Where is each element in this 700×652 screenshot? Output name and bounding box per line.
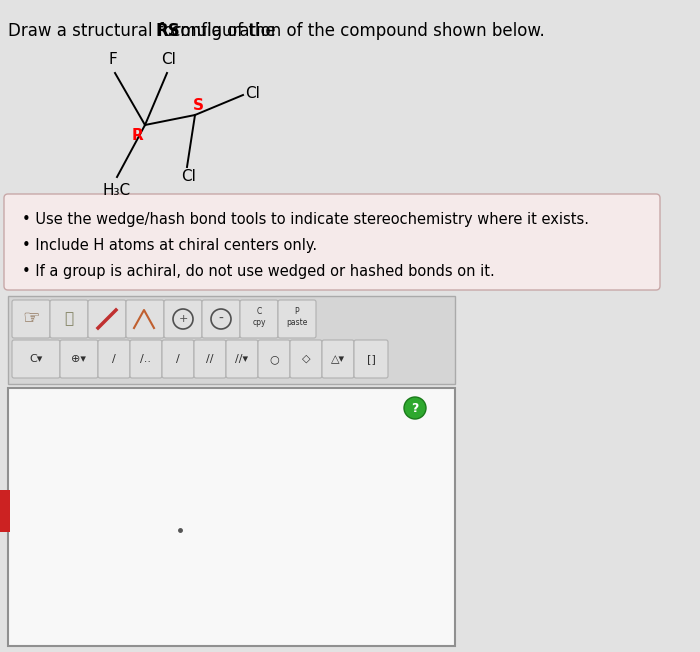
Text: F: F — [108, 52, 117, 67]
Text: R: R — [132, 128, 143, 143]
Text: Cl: Cl — [245, 85, 260, 100]
Text: H₃C: H₃C — [103, 183, 131, 198]
Text: Cl: Cl — [161, 52, 176, 67]
Text: S: S — [193, 98, 204, 113]
Text: C▾: C▾ — [29, 354, 43, 364]
FancyBboxPatch shape — [88, 300, 126, 338]
Text: △▾: △▾ — [331, 354, 345, 364]
Text: []: [] — [367, 354, 375, 364]
Text: ○: ○ — [269, 354, 279, 364]
FancyBboxPatch shape — [130, 340, 162, 378]
FancyBboxPatch shape — [322, 340, 354, 378]
FancyBboxPatch shape — [162, 340, 194, 378]
FancyBboxPatch shape — [240, 300, 278, 338]
Circle shape — [404, 397, 426, 419]
Text: • Use the wedge/hash bond tools to indicate stereochemistry where it exists.: • Use the wedge/hash bond tools to indic… — [22, 212, 589, 227]
FancyBboxPatch shape — [50, 300, 88, 338]
Text: //: // — [206, 354, 214, 364]
FancyBboxPatch shape — [98, 340, 130, 378]
Text: configuration of the compound shown below.: configuration of the compound shown belo… — [166, 22, 545, 40]
FancyBboxPatch shape — [290, 340, 322, 378]
Text: RS: RS — [155, 22, 180, 40]
FancyBboxPatch shape — [258, 340, 290, 378]
FancyBboxPatch shape — [278, 300, 316, 338]
FancyBboxPatch shape — [164, 300, 202, 338]
Text: /: / — [112, 354, 116, 364]
Text: /..: /.. — [141, 354, 151, 364]
FancyBboxPatch shape — [4, 194, 660, 290]
Bar — [8, 388, 455, 646]
Text: • If a group is achiral, do not use wedged or hashed bonds on it.: • If a group is achiral, do not use wedg… — [22, 264, 495, 279]
Text: P
paste: P paste — [286, 307, 308, 327]
Text: C
cpy: C cpy — [252, 307, 266, 327]
FancyBboxPatch shape — [194, 340, 226, 378]
Text: /: / — [176, 354, 180, 364]
Text: +: + — [178, 314, 188, 324]
Text: ?: ? — [412, 402, 419, 415]
FancyBboxPatch shape — [354, 340, 388, 378]
Text: //▾: //▾ — [235, 354, 248, 364]
FancyBboxPatch shape — [12, 340, 60, 378]
Text: • Include H atoms at chiral centers only.: • Include H atoms at chiral centers only… — [22, 238, 317, 253]
Bar — [0, 490, 10, 532]
FancyBboxPatch shape — [202, 300, 240, 338]
FancyBboxPatch shape — [126, 300, 164, 338]
Text: Draw a structural formula of the: Draw a structural formula of the — [8, 22, 281, 40]
FancyBboxPatch shape — [60, 340, 98, 378]
Text: ⊕▾: ⊕▾ — [71, 354, 87, 364]
FancyBboxPatch shape — [12, 300, 50, 338]
Text: -: - — [218, 312, 223, 326]
Text: Cl: Cl — [181, 169, 196, 184]
Text: ☞: ☞ — [22, 310, 40, 329]
Text: 🔒: 🔒 — [64, 312, 74, 327]
FancyBboxPatch shape — [226, 340, 258, 378]
Bar — [8, 296, 455, 384]
Text: ◇: ◇ — [302, 354, 310, 364]
